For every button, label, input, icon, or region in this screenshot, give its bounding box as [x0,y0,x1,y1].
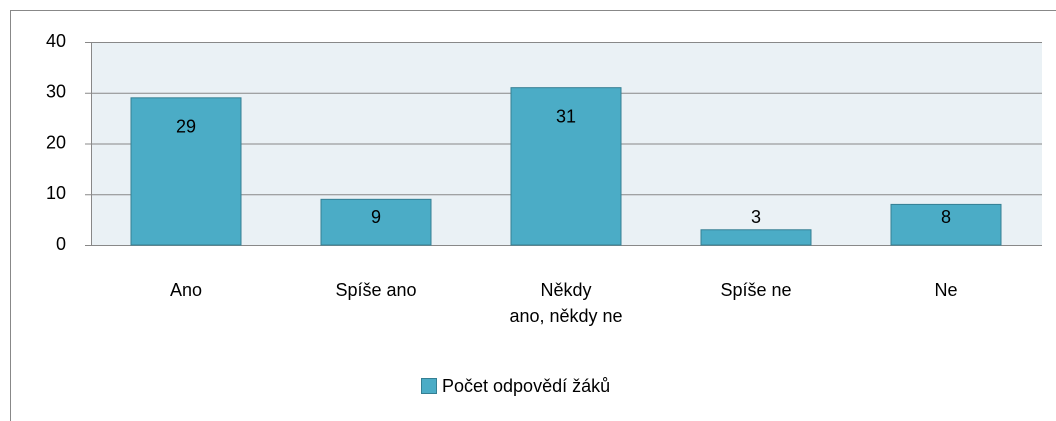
y-tick-label: 20 [46,132,66,152]
x-tick-label-box: Ano [169,280,203,300]
legend-label: Počet odpovědí žáků [442,376,610,396]
bar [130,97,242,246]
data-label: 9 [371,207,381,227]
x-tick-label: Ne [934,280,958,300]
y-tick-label: 0 [56,234,66,254]
y-tick-label: 40 [46,31,66,51]
y-tick-label: 10 [46,183,66,203]
bar [890,203,1002,246]
bar [700,229,812,246]
x-tick-label: Spíše ne [720,280,792,300]
x-tick-label-box: Spíše ano [335,280,417,300]
x-tick-label-box: Ne [934,280,958,300]
x-tick-label: Ano [169,280,203,300]
x-tick-label-box: Spíše ne [720,280,792,300]
bar [320,198,432,246]
legend-swatch [421,378,437,394]
data-label: 3 [751,207,761,227]
x-tick-label: Někdy ano, někdy ne [509,280,623,326]
bar [510,87,622,246]
data-label: 31 [556,106,576,126]
x-tick-label: Spíše ano [335,280,417,300]
y-tick-label: 30 [46,82,66,102]
data-label: 8 [941,207,951,227]
data-label: 29 [176,117,196,137]
x-tick-label-box: Někdy ano, někdy ne [509,280,623,326]
